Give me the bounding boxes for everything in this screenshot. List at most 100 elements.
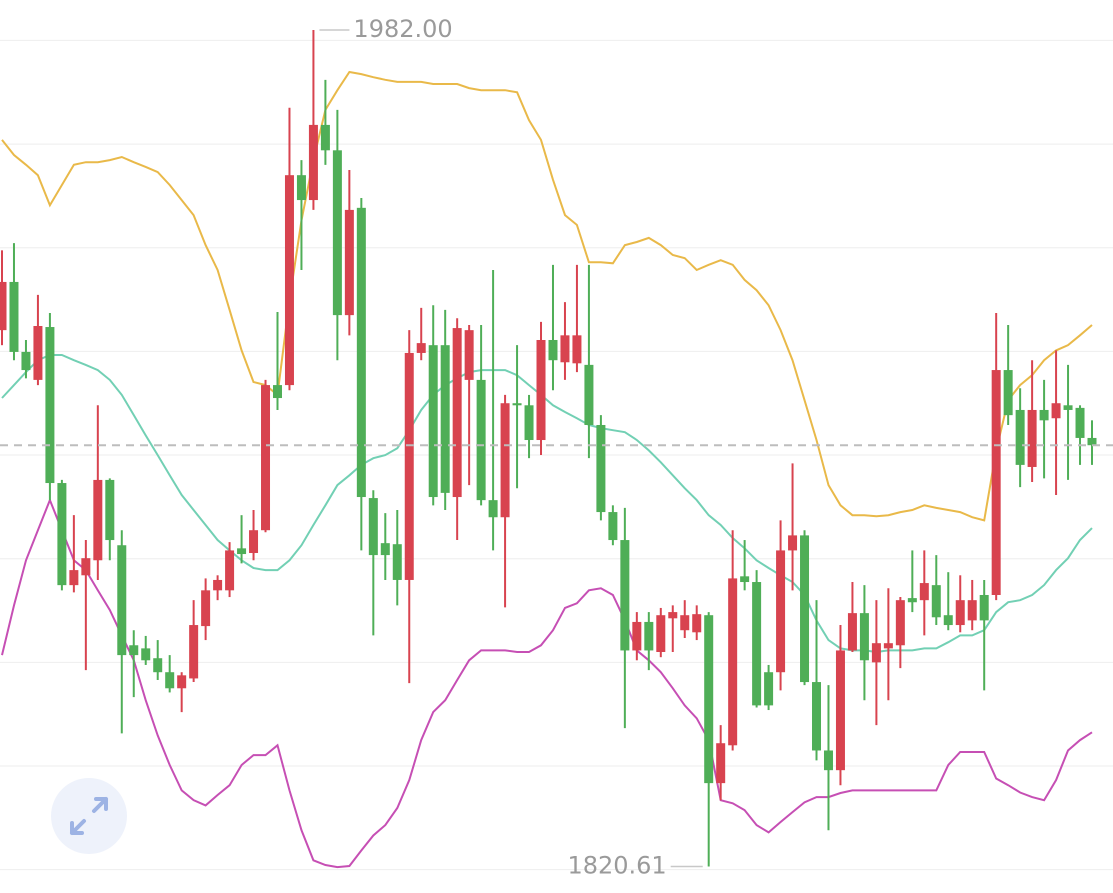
candle [308,30,318,210]
candle [656,607,666,658]
candle [57,479,67,591]
candle-body [464,330,474,380]
candle-body [668,612,678,619]
candle-body [1075,407,1085,438]
candle [1027,360,1037,483]
candle-body [440,345,450,493]
candle [991,313,1001,601]
candle-body [572,335,582,364]
candle-body [189,625,199,679]
candle-body [57,483,67,586]
candle-body [1027,409,1037,467]
candle-body [177,675,187,689]
candle-body [452,328,462,498]
candle-body [105,479,115,541]
candle-body [536,339,546,441]
candle [512,345,522,489]
expand-button-bg[interactable] [51,778,127,854]
candle [728,530,738,751]
bands [1,70,1093,869]
candle-body [919,583,929,601]
candle [249,509,259,561]
candles [0,30,1113,867]
candle-body [931,585,941,618]
candle-body [81,558,91,576]
candle [272,312,282,410]
candle-body [356,207,366,498]
candle [177,672,187,713]
candle [596,415,606,521]
candle [284,107,294,391]
candle-body [129,645,139,656]
candle [823,685,833,831]
candle-body [141,648,151,661]
candle [261,379,271,533]
candle [572,264,582,373]
candle-body [1063,405,1073,410]
candle [1087,420,1097,465]
candle [764,664,774,711]
candle-body [644,621,654,651]
candle-body [93,479,103,561]
candle-body [859,613,869,661]
candle-body [201,590,211,627]
candle [165,655,175,693]
candle-body [344,209,354,316]
candle-body [476,379,486,501]
candle [883,588,893,701]
candle [225,542,235,598]
candle-body [153,658,163,673]
candle-body [320,124,330,151]
candle-body [392,544,402,580]
candle [117,530,127,734]
candle [919,550,929,636]
candle [847,582,857,652]
candle-body [800,535,810,683]
candle-body [584,364,594,425]
candle [320,79,330,165]
candle-body [716,743,726,784]
candle-body [1015,409,1025,465]
candle-body [823,750,833,771]
candle [1015,388,1025,488]
candle-body [1039,409,1049,421]
candle [632,612,642,661]
candle [201,578,211,641]
candle-body [943,615,953,626]
candle-body [524,405,534,441]
candle [560,302,570,380]
candle [859,585,869,701]
candle [356,197,366,551]
candle [608,505,618,546]
candle [416,307,426,361]
candle-body [991,370,1001,595]
candle [296,160,306,271]
candle-body [632,621,642,651]
candle [1051,350,1061,495]
candle-body [21,351,31,371]
candle [153,640,163,680]
candle [33,294,43,386]
candle [21,339,31,379]
candle-body [620,540,630,651]
candle [524,394,534,459]
band-line [1,354,1093,654]
candle [476,324,486,506]
candle [45,313,55,501]
candle-body [428,345,438,498]
expand-button[interactable] [51,778,127,854]
candle [237,515,247,564]
candle [752,570,762,708]
annotation-label: 1982.00 [353,15,452,43]
candle-body [404,352,414,580]
candle-body [512,403,522,406]
candle [967,579,977,631]
candle-body [500,403,510,518]
candle-body [847,613,857,651]
band-line [1,497,1093,869]
candle [1003,324,1013,425]
expand-icon[interactable] [70,797,108,835]
candle-body [165,672,175,689]
candle [440,309,450,510]
